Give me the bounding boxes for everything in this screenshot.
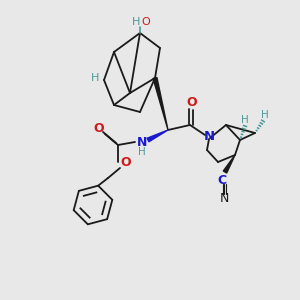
Text: H: H (132, 17, 140, 27)
Text: O: O (121, 157, 131, 169)
Text: H: H (91, 73, 99, 83)
Text: O: O (187, 95, 197, 109)
Text: H: H (261, 110, 269, 120)
Text: O: O (94, 122, 104, 136)
Text: N: N (203, 130, 214, 142)
Polygon shape (223, 155, 235, 173)
Text: H: H (241, 115, 249, 125)
Text: N: N (219, 193, 229, 206)
Text: C: C (218, 173, 226, 187)
Polygon shape (153, 77, 168, 130)
Text: O: O (141, 17, 150, 27)
Text: H: H (138, 147, 146, 157)
Text: N: N (137, 136, 147, 148)
Polygon shape (147, 130, 168, 142)
